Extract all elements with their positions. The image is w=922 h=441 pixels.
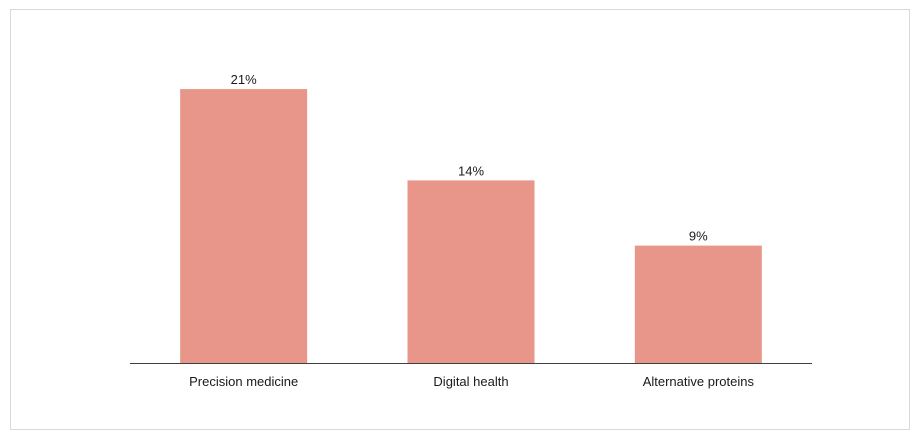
tick-label-alternative-proteins: Alternative proteins: [643, 374, 755, 389]
value-label-precision-medicine: 21%: [231, 72, 257, 87]
value-label-digital-health: 14%: [458, 163, 484, 178]
bar-alternative-proteins: [634, 245, 762, 363]
tick-label-digital-health: Digital health: [433, 374, 508, 389]
value-label-alternative-proteins: 9%: [689, 229, 708, 244]
value-labels-group: 21% 14% 9%: [231, 72, 709, 244]
bars-group: [180, 89, 762, 363]
bar-digital-health: [407, 180, 535, 363]
bar-precision-medicine: [180, 89, 308, 363]
tick-labels-group: Precision medicine Digital health Alternat…: [189, 374, 754, 389]
tick-label-precision-medicine: Precision medicine: [189, 374, 298, 389]
